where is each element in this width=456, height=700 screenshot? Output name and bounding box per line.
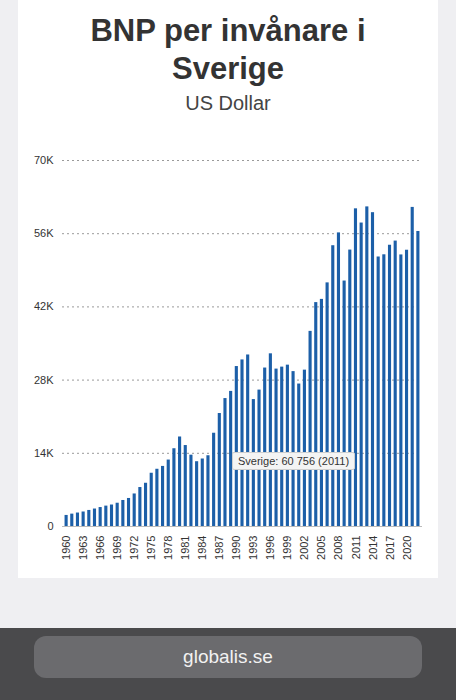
svg-text:1993: 1993	[247, 536, 259, 560]
svg-text:1990: 1990	[230, 536, 242, 560]
svg-text:1969: 1969	[111, 536, 123, 560]
svg-text:1981: 1981	[179, 536, 191, 560]
svg-text:42K: 42K	[34, 300, 54, 312]
svg-text:1984: 1984	[196, 536, 208, 560]
html-text:BNP per invånare i Sverige: BNP per invånare i Sverige	[90, 13, 366, 86]
svg-text:2002: 2002	[298, 536, 310, 560]
svg-text:1996: 1996	[264, 536, 276, 560]
svg-text:1963: 1963	[77, 536, 89, 560]
svg-text:1966: 1966	[94, 536, 106, 560]
svg-text:1987: 1987	[213, 536, 225, 560]
svg-text:1978: 1978	[162, 536, 174, 560]
svg-text:2005: 2005	[315, 536, 327, 560]
svg-text:14K: 14K	[34, 447, 54, 459]
svg-text:0: 0	[47, 520, 53, 532]
svg-text:70K: 70K	[34, 154, 54, 166]
svg-text:28K: 28K	[34, 374, 54, 386]
html-text:Sverige: 60 756 (2011): Sverige: 60 756 (2011)	[238, 455, 350, 467]
html-text:globalis.se: globalis.se	[183, 646, 273, 667]
html-text:US Dollar: US Dollar	[185, 92, 271, 114]
svg-text:1960: 1960	[60, 536, 72, 560]
svg-text:2011: 2011	[349, 536, 361, 560]
svg-text:2020: 2020	[401, 536, 413, 560]
svg-text:2017: 2017	[384, 536, 396, 560]
svg-text:1972: 1972	[128, 536, 140, 560]
svg-text:56K: 56K	[34, 227, 54, 239]
svg-text:1975: 1975	[145, 536, 157, 560]
svg-text:1999: 1999	[281, 536, 293, 560]
svg-text:2008: 2008	[332, 536, 344, 560]
svg-text:2014: 2014	[367, 536, 379, 560]
